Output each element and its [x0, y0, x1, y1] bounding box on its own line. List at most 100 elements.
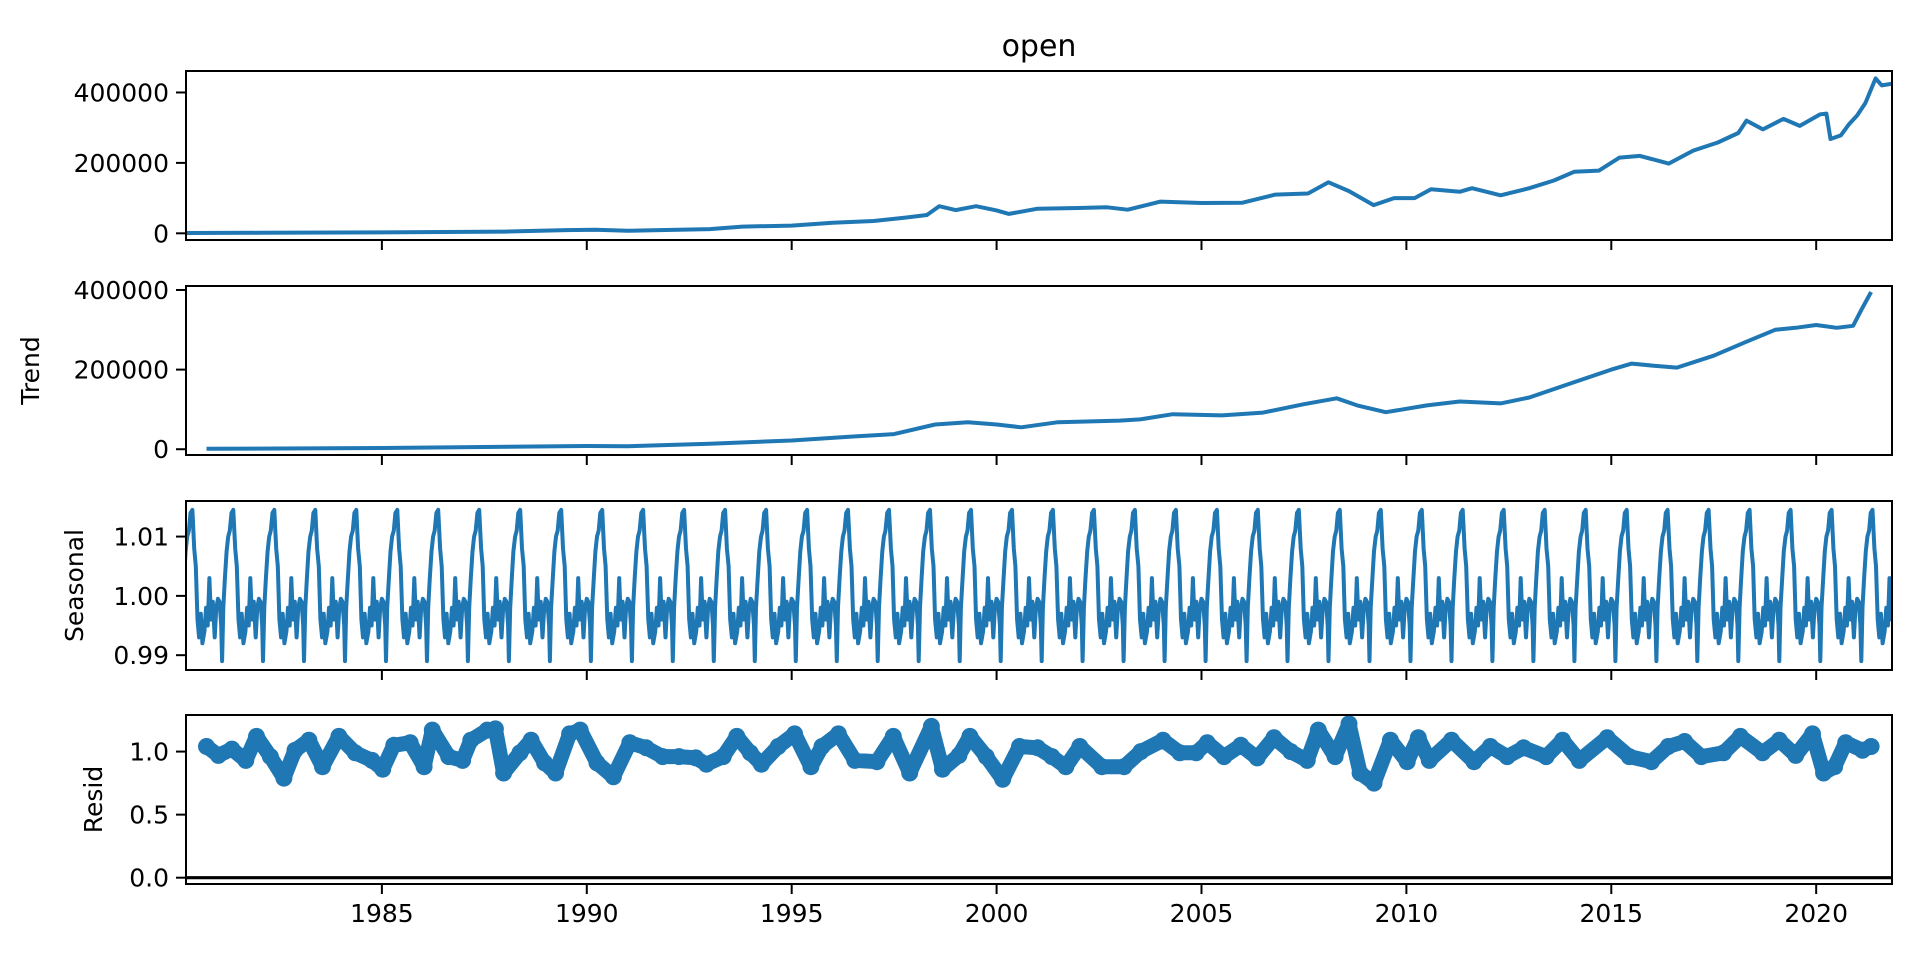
resid-point: [237, 751, 255, 769]
resid-point: [786, 725, 804, 743]
seasonal-plot-area: [186, 507, 1892, 664]
resid-point: [1298, 751, 1316, 769]
resid-point: [571, 721, 589, 739]
resid-point: [1057, 758, 1075, 776]
resid-point: [802, 758, 820, 776]
resid-point: [714, 748, 732, 766]
resid-point: [769, 738, 787, 755]
resid-point: [547, 764, 565, 782]
resid-point: [1481, 738, 1499, 755]
resid-point: [1443, 731, 1460, 749]
resid-point: [198, 738, 215, 755]
resid-point: [415, 758, 433, 776]
trend-series-line: [206, 291, 1873, 451]
resid-point: [901, 764, 919, 782]
x-tick-label: 2000: [965, 899, 1029, 928]
resid-point: [1754, 744, 1771, 762]
open-series-line: [186, 76, 1892, 235]
seasonal-series-line: [186, 507, 1892, 664]
seasonal-panel: 0.99 1.00 1.01 Seasonal: [60, 500, 1893, 680]
y-tick-label: 400000: [74, 78, 169, 107]
x-tick-label: 2010: [1375, 899, 1439, 928]
resid-point: [1570, 751, 1588, 769]
resid-point: [522, 731, 540, 749]
trend-panel: 0 200000 400000 Trend: [16, 276, 1893, 465]
resid-axis-label: Resid: [79, 766, 108, 833]
resid-point: [961, 727, 979, 745]
resid-point: [1198, 734, 1216, 752]
resid-point: [637, 739, 655, 757]
resid-point: [486, 720, 504, 738]
resid-point: [1731, 727, 1749, 745]
open-panel: 0 200000 400000: [74, 70, 1893, 250]
resid-point: [950, 746, 968, 764]
y-tick-label: 0: [153, 219, 169, 248]
resid-point: [401, 734, 419, 752]
resid-point: [1265, 729, 1283, 747]
open-plot-area: [186, 76, 1892, 235]
y-tick-label: 0: [153, 435, 169, 464]
resid-point: [741, 744, 759, 762]
resid-point: [511, 744, 529, 762]
resid-plot-area: [186, 715, 1892, 880]
resid-point: [423, 721, 441, 739]
resid-point: [346, 744, 364, 762]
y-tick-label: 200000: [74, 356, 169, 385]
resid-point: [1340, 715, 1358, 733]
resid-point: [752, 755, 770, 773]
resid-point: [1659, 738, 1677, 755]
resid-point: [1537, 748, 1555, 766]
resid-point: [1309, 721, 1327, 739]
resid-point: [462, 731, 480, 749]
resid-axes-frame: [185, 714, 1893, 885]
resid-point: [1620, 748, 1638, 766]
resid-point: [1248, 749, 1266, 767]
resid-point: [300, 731, 318, 749]
resid-point: [385, 736, 403, 754]
resid-point: [1132, 743, 1150, 761]
resid-point: [1215, 748, 1233, 766]
resid-point: [1862, 738, 1880, 755]
resid-point: [1011, 738, 1028, 755]
resid-point: [868, 753, 886, 771]
resid-point: [1029, 739, 1047, 757]
resid-point: [1598, 729, 1616, 747]
x-tick-label: 2015: [1579, 899, 1643, 928]
y-tick-label: 1.01: [113, 523, 169, 552]
resid-point: [670, 748, 688, 766]
resid-point: [261, 748, 279, 766]
resid-panel: 0.0 0.5 1.0 1985 1990 1995 2000 2005 2010 2015 202…: [79, 714, 1893, 928]
resid-point: [1554, 731, 1571, 749]
resid-point: [495, 764, 513, 782]
resid-point: [813, 738, 831, 755]
resid-point: [1826, 758, 1844, 776]
y-tick-label: 0.5: [129, 801, 169, 830]
resid-point: [330, 727, 348, 745]
seasonal-axes-frame: [185, 500, 1893, 671]
resid-point: [1187, 744, 1205, 762]
resid-point: [1804, 725, 1821, 743]
resid-point: [1093, 758, 1111, 776]
resid-point: [1071, 738, 1089, 755]
resid-point: [846, 751, 864, 769]
resid-point: [1515, 739, 1533, 757]
resid-point: [728, 727, 746, 745]
resid-point: [275, 769, 293, 787]
resid-point: [697, 755, 715, 773]
resid-point: [1787, 746, 1805, 764]
resid-point: [1351, 764, 1369, 782]
resid-point: [209, 746, 227, 764]
x-tick-label: 1985: [350, 899, 414, 928]
trend-axis-label: Trend: [16, 336, 45, 405]
resid-point: [1642, 753, 1660, 771]
resid-point: [934, 760, 951, 778]
resid-point: [1837, 734, 1855, 752]
resid-point: [1365, 774, 1383, 792]
resid-point: [922, 717, 940, 735]
resid-point: [1043, 748, 1061, 766]
resid-point: [454, 751, 472, 769]
resid-point: [1692, 748, 1710, 766]
resid-point: [1171, 744, 1189, 762]
